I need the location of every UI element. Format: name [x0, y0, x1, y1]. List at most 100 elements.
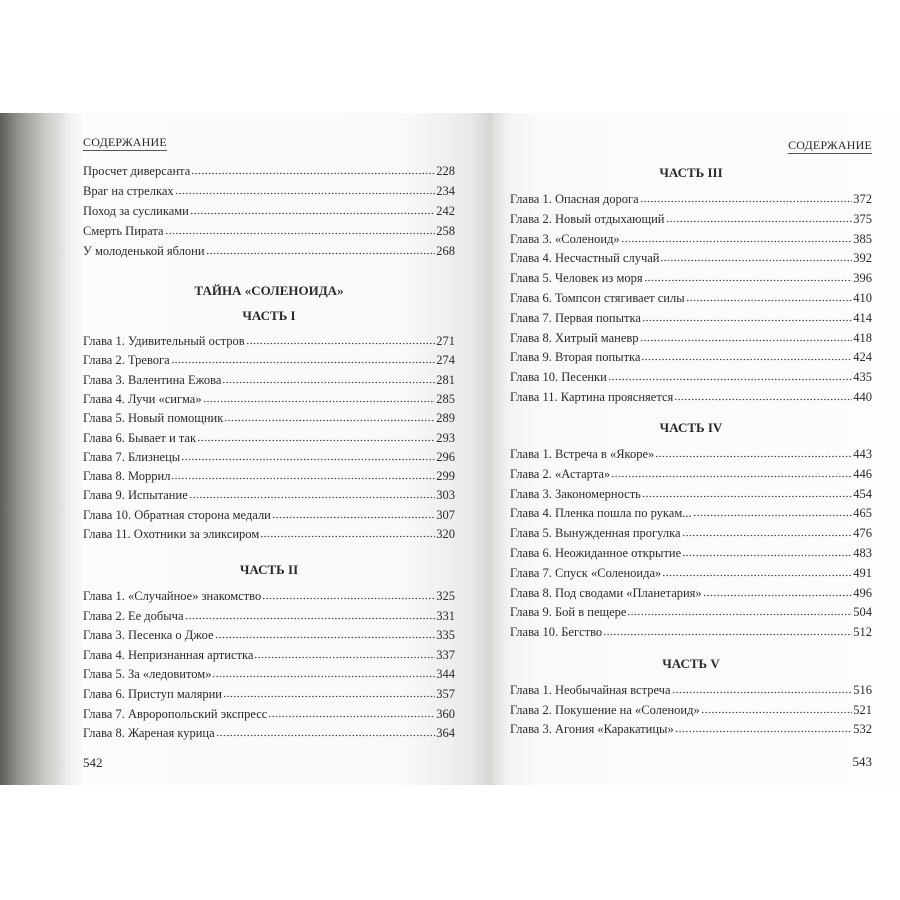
toc-entry: Глава 5. Вынужденная прогулка 476 [510, 525, 872, 541]
entry-title: Глава 1. Встреча в «Якоре» [510, 447, 655, 461]
dot-leader [641, 487, 853, 498]
entry-title: Глава 6. Приступ малярии [83, 687, 222, 701]
part-title: ЧАСТЬ V [662, 656, 720, 671]
entry-title: Глава 9. Бой в пещере [510, 605, 627, 620]
toc-entry: Глава 4. Лучи «сигма» 285 [83, 391, 455, 407]
toc-entry: Глава 5. За «ледовитом» 344 [83, 666, 455, 682]
entry-page-number: 293 [436, 430, 455, 445]
toc-entry: Глава 8. Под сводами «Планетария» 496 [510, 585, 872, 601]
entry-title: Глава 10. Песенки [510, 370, 607, 385]
dot-leader [611, 467, 853, 478]
entry-title: Глава 1. «Случайное» знакомство [83, 589, 262, 603]
entry-title: Глава 2. Ее добыча [83, 608, 184, 623]
entry-title: Глава 5. Новый помощник [83, 411, 224, 426]
entry-page-number: 281 [436, 372, 455, 387]
dot-leader [674, 723, 853, 734]
dot-leader [260, 528, 436, 538]
toc-entry: Смерть Пирата 258 [83, 223, 455, 239]
entry-page-number: 521 [853, 702, 872, 717]
entry-title: Глава 4. Пленка пошла по рукам... [510, 506, 692, 521]
entry-page-number: 331 [436, 608, 455, 623]
entry-title: Глава 9. Вторая попытка [510, 350, 641, 365]
entry-page-number: 414 [853, 310, 872, 325]
toc-entry: Глава 6. Неожиданное открытие 483 [510, 545, 872, 561]
toc-entry: Глава 3. Валентина Ежова 281 [83, 372, 455, 388]
toc-entry: Глава 9. Испытание 303 [83, 487, 455, 503]
entry-title: Глава 3. Песенка о Джое [83, 628, 214, 643]
dot-leader [627, 606, 853, 617]
entry-title: Глава 5. За «ледовитом» [83, 667, 212, 682]
dot-leader [222, 373, 436, 384]
toc-entry: Глава 2. «Астарта» 446 [510, 466, 872, 482]
dot-leader [205, 245, 436, 255]
entry-title: Глава 8. Под сводами «Планетария» [510, 585, 702, 600]
toc-entry: Глава 6. Томпсон стягивает силы 410 [510, 290, 872, 306]
dot-leader [181, 450, 436, 461]
entry-page-number: 325 [436, 589, 455, 603]
entry-title: Глава 10. Бегство [510, 625, 603, 640]
dot-leader [607, 371, 853, 382]
entry-title: Глава 4. Непризнанная артистка [83, 647, 254, 662]
dot-leader [191, 165, 436, 175]
dot-leader [702, 586, 853, 597]
entry-page-number: 496 [853, 585, 872, 600]
entry-title: Глава 7. Близнецы [83, 449, 181, 464]
entry-title: Глава 2. Тревога [83, 353, 170, 368]
toc-entry: У молоденькой яблони 268 [83, 243, 455, 259]
toc-entry: Глава 3. «Соленоид» 385 [510, 231, 872, 247]
dot-leader [681, 527, 853, 538]
toc-entry: Глава 7. Первая попытка 414 [510, 310, 872, 326]
entry-page-number: 258 [436, 224, 455, 238]
dot-leader [245, 335, 436, 345]
entry-page-number: 532 [853, 722, 872, 737]
dot-leader [671, 684, 853, 694]
entry-page-number: 483 [853, 546, 872, 560]
dot-leader [268, 707, 436, 718]
entry-page-number: 299 [436, 469, 455, 484]
dot-leader [197, 431, 436, 442]
entry-page-number: 392 [853, 251, 872, 266]
entry-page-number: 443 [853, 447, 872, 461]
toc-entry: Глава 2. Новый отдыхающий 375 [510, 211, 872, 227]
dot-leader [184, 609, 436, 620]
entry-page-number: 289 [436, 411, 455, 426]
entry-page-number: 228 [436, 164, 455, 178]
book-title: ТАЙНА «СОЛЕНОИДА» [194, 283, 344, 298]
entry-page-number: 234 [436, 184, 455, 198]
dot-leader [214, 629, 436, 640]
toc-entry: Глава 7. Близнецы 296 [83, 449, 455, 465]
dot-leader [212, 668, 436, 679]
dot-leader [171, 470, 436, 481]
entry-title: Поход за сусликами [83, 204, 189, 218]
entry-title: Глава 7. Первая попытка [510, 310, 641, 325]
toc-entry: Глава 6. Приступ малярии 357 [83, 686, 455, 702]
dot-leader [174, 185, 436, 195]
dot-leader [655, 448, 853, 458]
entry-title: Глава 1. Опасная дорога [510, 192, 639, 206]
toc-entry: Глава 10. Бегство 512 [510, 624, 872, 640]
entry-page-number: 512 [853, 625, 872, 640]
entry-page-number: 440 [853, 390, 872, 404]
toc-entry: Глава 11. Охотники за эликсиром 320 [83, 526, 455, 542]
entry-title: Глава 4. Лучи «сигма» [83, 391, 202, 406]
entry-page-number: 504 [853, 605, 872, 620]
entry-title: Глава 1. Необычайная встреча [510, 683, 671, 697]
entry-title: Глава 3. Агония «Каракатицы» [510, 722, 674, 737]
entry-title: У молоденькой яблони [83, 244, 205, 258]
entry-page-number: 424 [853, 350, 872, 365]
toc-entry: Глава 10. Песенки 435 [510, 369, 872, 385]
entry-page-number: 435 [853, 370, 872, 385]
dot-leader [643, 272, 853, 283]
entry-page-number: 268 [436, 244, 455, 258]
entry-page-number: 446 [853, 466, 872, 481]
dot-leader [682, 547, 853, 557]
entry-page-number: 344 [436, 667, 455, 682]
toc-entry: Глава 2. Тревога 274 [83, 352, 455, 368]
entry-page-number: 271 [436, 334, 455, 348]
entry-page-number: 385 [853, 231, 872, 246]
entry-title: Глава 5. Вынужденная прогулка [510, 526, 681, 541]
part-title: ЧАСТЬ II [239, 562, 299, 577]
toc-entry: Глава 8. Моррил 299 [83, 468, 455, 484]
entry-page-number: 335 [436, 628, 455, 643]
entry-title: Глава 11. Картина проясняется [510, 390, 674, 404]
